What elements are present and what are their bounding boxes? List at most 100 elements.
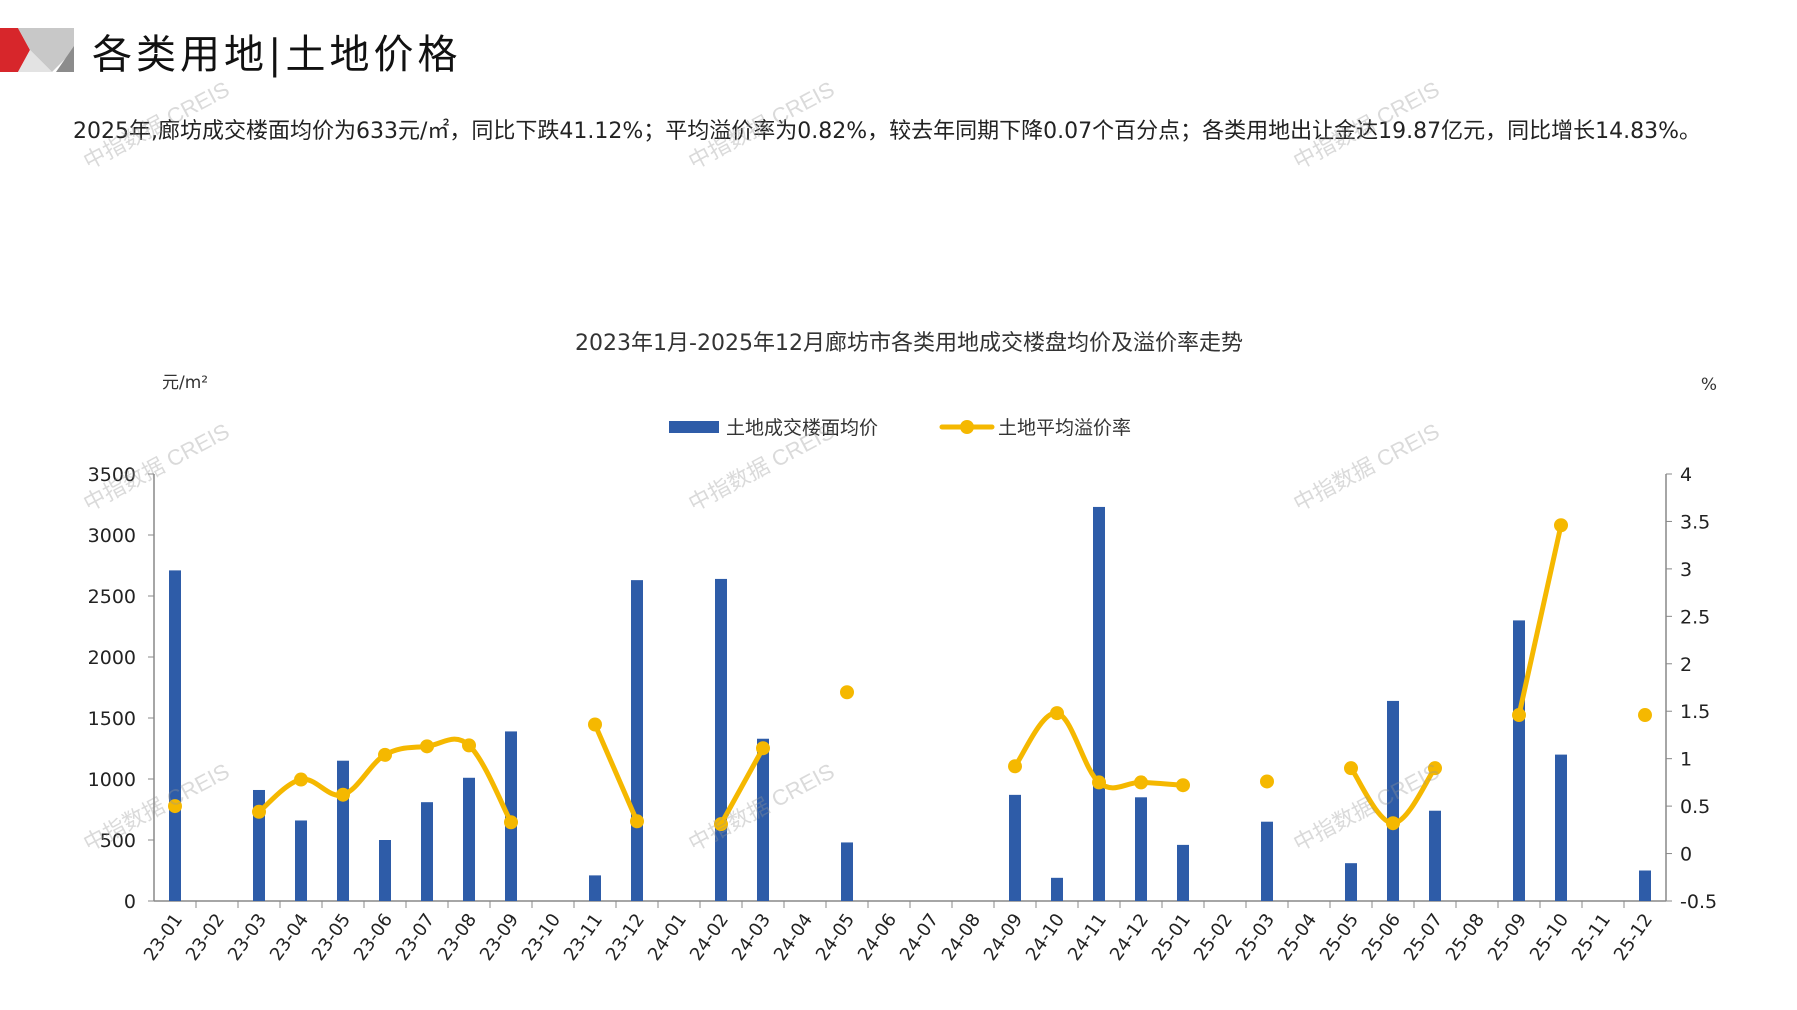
x-tick-label: 25-12 <box>1610 910 1657 965</box>
line-point <box>1428 761 1442 776</box>
line-point <box>1050 706 1064 721</box>
line-series <box>1516 522 1564 718</box>
bar <box>589 875 601 901</box>
x-tick-label: 25-01 <box>1148 910 1195 965</box>
line-point <box>1260 774 1274 789</box>
line-point <box>630 814 644 829</box>
bar <box>1345 863 1357 901</box>
bar <box>715 578 727 901</box>
right-tick-label: 3 <box>1680 559 1692 581</box>
bar <box>1177 844 1189 901</box>
chart-title: 2023年1月-2025年12月廊坊市各类用地成交楼盘均价及溢价率走势 <box>575 331 1243 356</box>
bar <box>1135 797 1147 901</box>
right-tick-label: 4 <box>1680 464 1692 486</box>
line-point <box>462 738 476 753</box>
x-tick-label: 25-11 <box>1568 910 1615 965</box>
line-point <box>504 815 518 830</box>
x-tick-label: 24-01 <box>644 910 691 965</box>
x-tick-label: 25-04 <box>1274 910 1321 965</box>
legend-bar-swatch <box>669 421 719 433</box>
x-tick-label: 24-08 <box>938 910 985 965</box>
bar <box>841 842 853 901</box>
x-tick-label: 24-04 <box>770 910 817 965</box>
x-tick-label: 23-04 <box>266 910 313 965</box>
x-tick-label: 25-08 <box>1442 910 1489 965</box>
right-tick-label: 1 <box>1680 749 1692 771</box>
x-tick-label: 24-07 <box>896 910 943 965</box>
x-tick-label: 25-05 <box>1316 910 1363 965</box>
x-tick-label: 23-06 <box>350 910 397 965</box>
right-tick-label: 1.5 <box>1680 701 1710 723</box>
x-tick-label: 23-03 <box>224 910 271 965</box>
left-tick-label: 1000 <box>88 769 136 791</box>
right-tick-label: -0.5 <box>1680 891 1717 913</box>
line-point <box>294 772 308 787</box>
x-tick-label: 24-12 <box>1106 910 1153 965</box>
x-tick-label: 23-12 <box>602 910 649 965</box>
right-tick-label: 2.5 <box>1680 606 1710 628</box>
x-tick-label: 23-01 <box>140 910 187 965</box>
x-tick-label: 25-09 <box>1484 910 1531 965</box>
left-tick-label: 1500 <box>88 708 136 730</box>
legend-line-marker <box>960 420 974 434</box>
line-point <box>252 804 266 819</box>
line-point <box>420 739 434 754</box>
line-point <box>588 717 602 732</box>
line-point <box>840 685 854 700</box>
x-tick-label: 23-10 <box>518 910 565 965</box>
line-point <box>756 741 770 756</box>
bar <box>1009 794 1021 901</box>
left-tick-label: 3500 <box>88 464 136 486</box>
line-series <box>592 722 640 824</box>
left-tick-label: 2000 <box>88 647 136 669</box>
line-point <box>378 747 392 762</box>
bar <box>463 777 475 901</box>
bar <box>1639 870 1651 901</box>
bar <box>1387 700 1399 901</box>
line-point <box>1344 761 1358 776</box>
right-tick-label: 2 <box>1680 654 1692 676</box>
summary-text: 2025年,廊坊成交楼面均价为633元/㎡，同比下跌41.12%；平均溢价率为0… <box>73 119 1702 144</box>
line-point <box>1638 708 1652 723</box>
brand-logo <box>0 28 74 72</box>
x-tick-label: 23-07 <box>392 910 439 965</box>
legend-bar-label: 土地成交楼面均价 <box>726 417 878 439</box>
bar <box>1051 877 1063 901</box>
left-tick-label: 0 <box>124 891 136 913</box>
bar <box>337 760 349 901</box>
bar <box>1261 821 1273 901</box>
right-axis-unit: % <box>1701 375 1717 395</box>
x-tick-label: 24-11 <box>1064 910 1111 965</box>
x-tick-label: 25-03 <box>1232 910 1279 965</box>
x-tick-label: 25-10 <box>1526 910 1573 965</box>
bar <box>1093 506 1105 901</box>
x-tick-label: 24-09 <box>980 910 1027 965</box>
bar <box>169 570 181 901</box>
bar <box>295 820 307 901</box>
left-tick-label: 3000 <box>88 525 136 547</box>
line-point <box>1008 759 1022 774</box>
line-point <box>1134 775 1148 790</box>
x-tick-label: 25-02 <box>1190 910 1237 965</box>
x-tick-label: 24-06 <box>854 910 901 965</box>
right-tick-label: 0 <box>1680 844 1692 866</box>
x-tick-label: 23-05 <box>308 910 355 965</box>
legend-line-label: 土地平均溢价率 <box>998 417 1131 439</box>
bar <box>1513 620 1525 901</box>
right-tick-label: 0.5 <box>1680 796 1710 818</box>
bar <box>379 840 391 901</box>
line-point <box>168 799 182 814</box>
left-tick-label: 2500 <box>88 586 136 608</box>
left-axis-unit: 元/m² <box>162 373 208 393</box>
x-tick-label: 24-03 <box>728 910 775 965</box>
x-tick-label: 23-11 <box>560 910 607 965</box>
x-tick-label: 25-06 <box>1358 910 1405 965</box>
line-point <box>1092 775 1106 790</box>
line-point <box>336 787 350 802</box>
line-point <box>1512 708 1526 723</box>
left-tick-label: 500 <box>100 830 136 852</box>
x-tick-label: 24-02 <box>686 910 733 965</box>
page-title: 各类用地|土地价格 <box>92 32 462 78</box>
right-tick-label: 3.5 <box>1680 511 1710 533</box>
